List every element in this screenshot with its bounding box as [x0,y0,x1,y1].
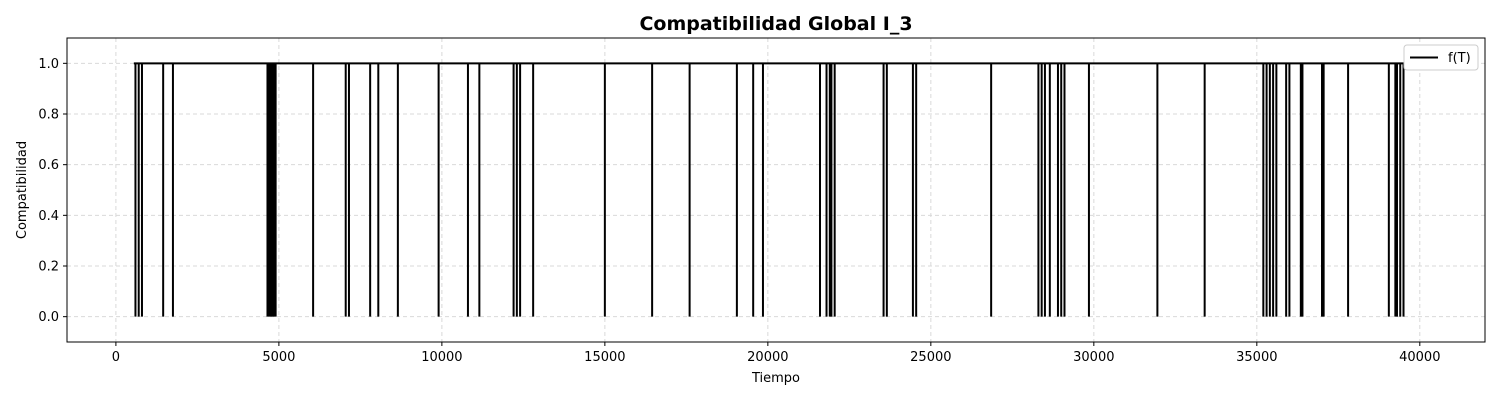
legend: f(T) [1403,44,1479,71]
x-tick-label: 35000 [1236,350,1277,365]
y-tick-label: 0.6 [38,158,59,173]
y-axis-label: Compatibilidad [15,141,30,239]
x-tick-label: 15000 [584,350,625,365]
legend-label: f(T) [1448,51,1471,66]
legend-box [1403,44,1479,71]
y-tick-label: 1.0 [38,57,59,72]
y-tick-label: 0.8 [38,108,59,123]
x-tick-label: 0 [112,350,120,365]
y-tick-label: 0.4 [38,209,59,224]
x-tick-label: 20000 [747,350,788,365]
y-tick-label: 0.0 [38,310,59,325]
x-tick-label: 40000 [1399,350,1440,365]
chart-title: Compatibilidad Global I_3 [639,13,912,35]
x-tick-label: 30000 [1073,350,1114,365]
x-tick-label: 25000 [910,350,951,365]
series-layer [133,62,1406,317]
y-tick-label: 0.2 [38,260,59,275]
y-axis: 0.0 0.2 0.4 0.6 0.8 1.0 [38,57,67,325]
plot-frame [66,37,1486,343]
x-tick-label: 10000 [421,350,462,365]
x-axis: 0 5000 10000 15000 20000 25000 30000 35000 40000 [112,342,1440,365]
x-axis-label: Tiempo [751,371,800,386]
x-tick-label: 5000 [262,350,295,365]
